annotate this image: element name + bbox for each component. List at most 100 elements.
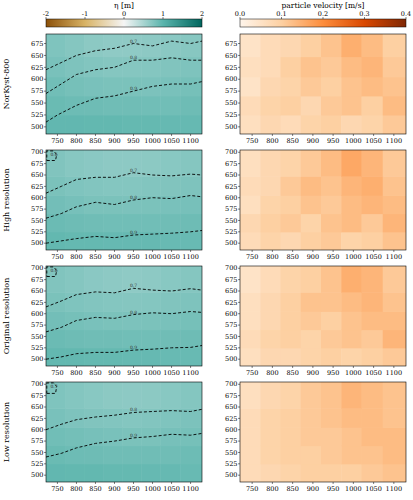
heat-cell xyxy=(383,214,406,233)
heat-cell xyxy=(122,446,142,465)
heat-cell xyxy=(84,446,104,465)
y-tick-label: 575 xyxy=(225,205,237,213)
heat-cell xyxy=(321,195,342,214)
heat-cell xyxy=(240,427,261,446)
x-tick-label: 800 xyxy=(266,253,278,261)
y-tick-label: 550 xyxy=(225,217,237,225)
heat-cell xyxy=(160,446,180,465)
heat-cell xyxy=(383,446,406,465)
heat-cell xyxy=(301,176,322,196)
heat-cell xyxy=(321,150,342,177)
x-tick-label: 1000 xyxy=(345,369,362,377)
panel: 0.90.80.77508008509009501000105011005005… xyxy=(2,34,203,145)
x-tick-label: 800 xyxy=(266,485,278,493)
heat-cell xyxy=(46,195,66,214)
heat-cell xyxy=(103,34,123,57)
heat-cell xyxy=(341,464,362,482)
heat-cell xyxy=(84,232,104,250)
y-tick-label: 500 xyxy=(225,355,237,363)
heat-cell xyxy=(361,150,383,177)
x-tick-label: 950 xyxy=(127,137,139,145)
contour-label: 0.7 xyxy=(130,39,137,44)
y-tick-label: 700 xyxy=(225,380,237,388)
heat-cell xyxy=(383,34,406,57)
heat-cell xyxy=(65,96,85,116)
x-tick-label: 800 xyxy=(266,137,278,145)
x-tick-label: 750 xyxy=(246,485,258,493)
heat-cell xyxy=(141,382,161,409)
y-tick-label: 700 xyxy=(225,148,237,156)
heat-cell xyxy=(260,427,281,446)
y-tick-label: 550 xyxy=(31,449,43,457)
heat-cell xyxy=(341,266,362,293)
colorbar-tick-label: 0.4 xyxy=(401,10,411,18)
heat-cell xyxy=(141,292,161,312)
heat-cell xyxy=(84,57,104,78)
heat-cell xyxy=(122,408,142,428)
y-tick xyxy=(44,441,46,442)
y-tick-label: 600 xyxy=(31,426,43,434)
y-tick-label: 550 xyxy=(225,99,237,107)
heat-cell xyxy=(361,292,383,312)
x-tick-label: 850 xyxy=(286,253,298,261)
heat-cell xyxy=(240,57,261,78)
y-tick xyxy=(44,407,46,408)
contour xyxy=(46,433,202,457)
heat-cell xyxy=(122,195,142,214)
heat-cell xyxy=(260,266,281,293)
heat-cell xyxy=(84,34,104,57)
x-tick-label: 950 xyxy=(327,369,339,377)
y-tick xyxy=(44,384,46,385)
heat-cell xyxy=(383,176,406,196)
contour-label: 0.9 xyxy=(130,433,137,438)
heat-cell xyxy=(240,348,261,366)
y-tick xyxy=(44,325,46,326)
y-tick xyxy=(44,209,46,210)
heat-cell xyxy=(361,427,383,446)
x-tick-label: 1100 xyxy=(386,137,403,145)
heat-cell xyxy=(280,311,301,330)
heat-cell xyxy=(383,311,406,330)
heat-cell xyxy=(103,446,123,465)
y-tick-label: 575 xyxy=(225,87,237,95)
heat-cell xyxy=(84,348,104,366)
y-tick-label: 550 xyxy=(31,333,43,341)
heat-cell xyxy=(160,292,180,312)
contour xyxy=(46,58,202,94)
contour xyxy=(46,173,202,194)
y-tick-label: 600 xyxy=(31,194,43,202)
heat-cell xyxy=(321,348,342,366)
contour xyxy=(46,41,202,70)
heat-cell xyxy=(280,77,301,97)
contour xyxy=(46,288,202,307)
x-tick-label: 900 xyxy=(307,253,319,261)
heat-cell xyxy=(160,96,180,116)
heat-cell xyxy=(103,214,123,233)
heat-cell xyxy=(280,348,301,366)
heat-cell xyxy=(103,427,123,446)
heat-cell xyxy=(65,427,85,446)
heat-cell xyxy=(141,115,161,134)
x-tick-label: 1100 xyxy=(182,369,199,377)
x-tick-label: 750 xyxy=(51,485,63,493)
heat-cell xyxy=(103,266,123,293)
x-tick-label: 1000 xyxy=(144,137,161,145)
heat-cell xyxy=(46,266,66,293)
x-tick-label: 850 xyxy=(286,485,298,493)
y-tick xyxy=(44,126,46,127)
colorbar-tick-label: 2 xyxy=(200,10,204,18)
heat-cell xyxy=(141,408,161,428)
y-tick xyxy=(238,336,240,337)
heat-cell xyxy=(341,214,362,233)
heat-cell xyxy=(341,427,362,446)
heat-cell xyxy=(103,382,123,409)
contour xyxy=(46,409,202,429)
heat-cell xyxy=(46,427,66,446)
heat-cell xyxy=(240,176,261,196)
y-tick xyxy=(238,43,240,44)
colorbar-bar xyxy=(46,19,202,27)
heat-cell xyxy=(160,408,180,428)
heat-cell xyxy=(46,382,66,409)
panel: 0.90.80.77508008509009501000105011005005… xyxy=(2,380,203,492)
y-tick xyxy=(238,243,240,244)
